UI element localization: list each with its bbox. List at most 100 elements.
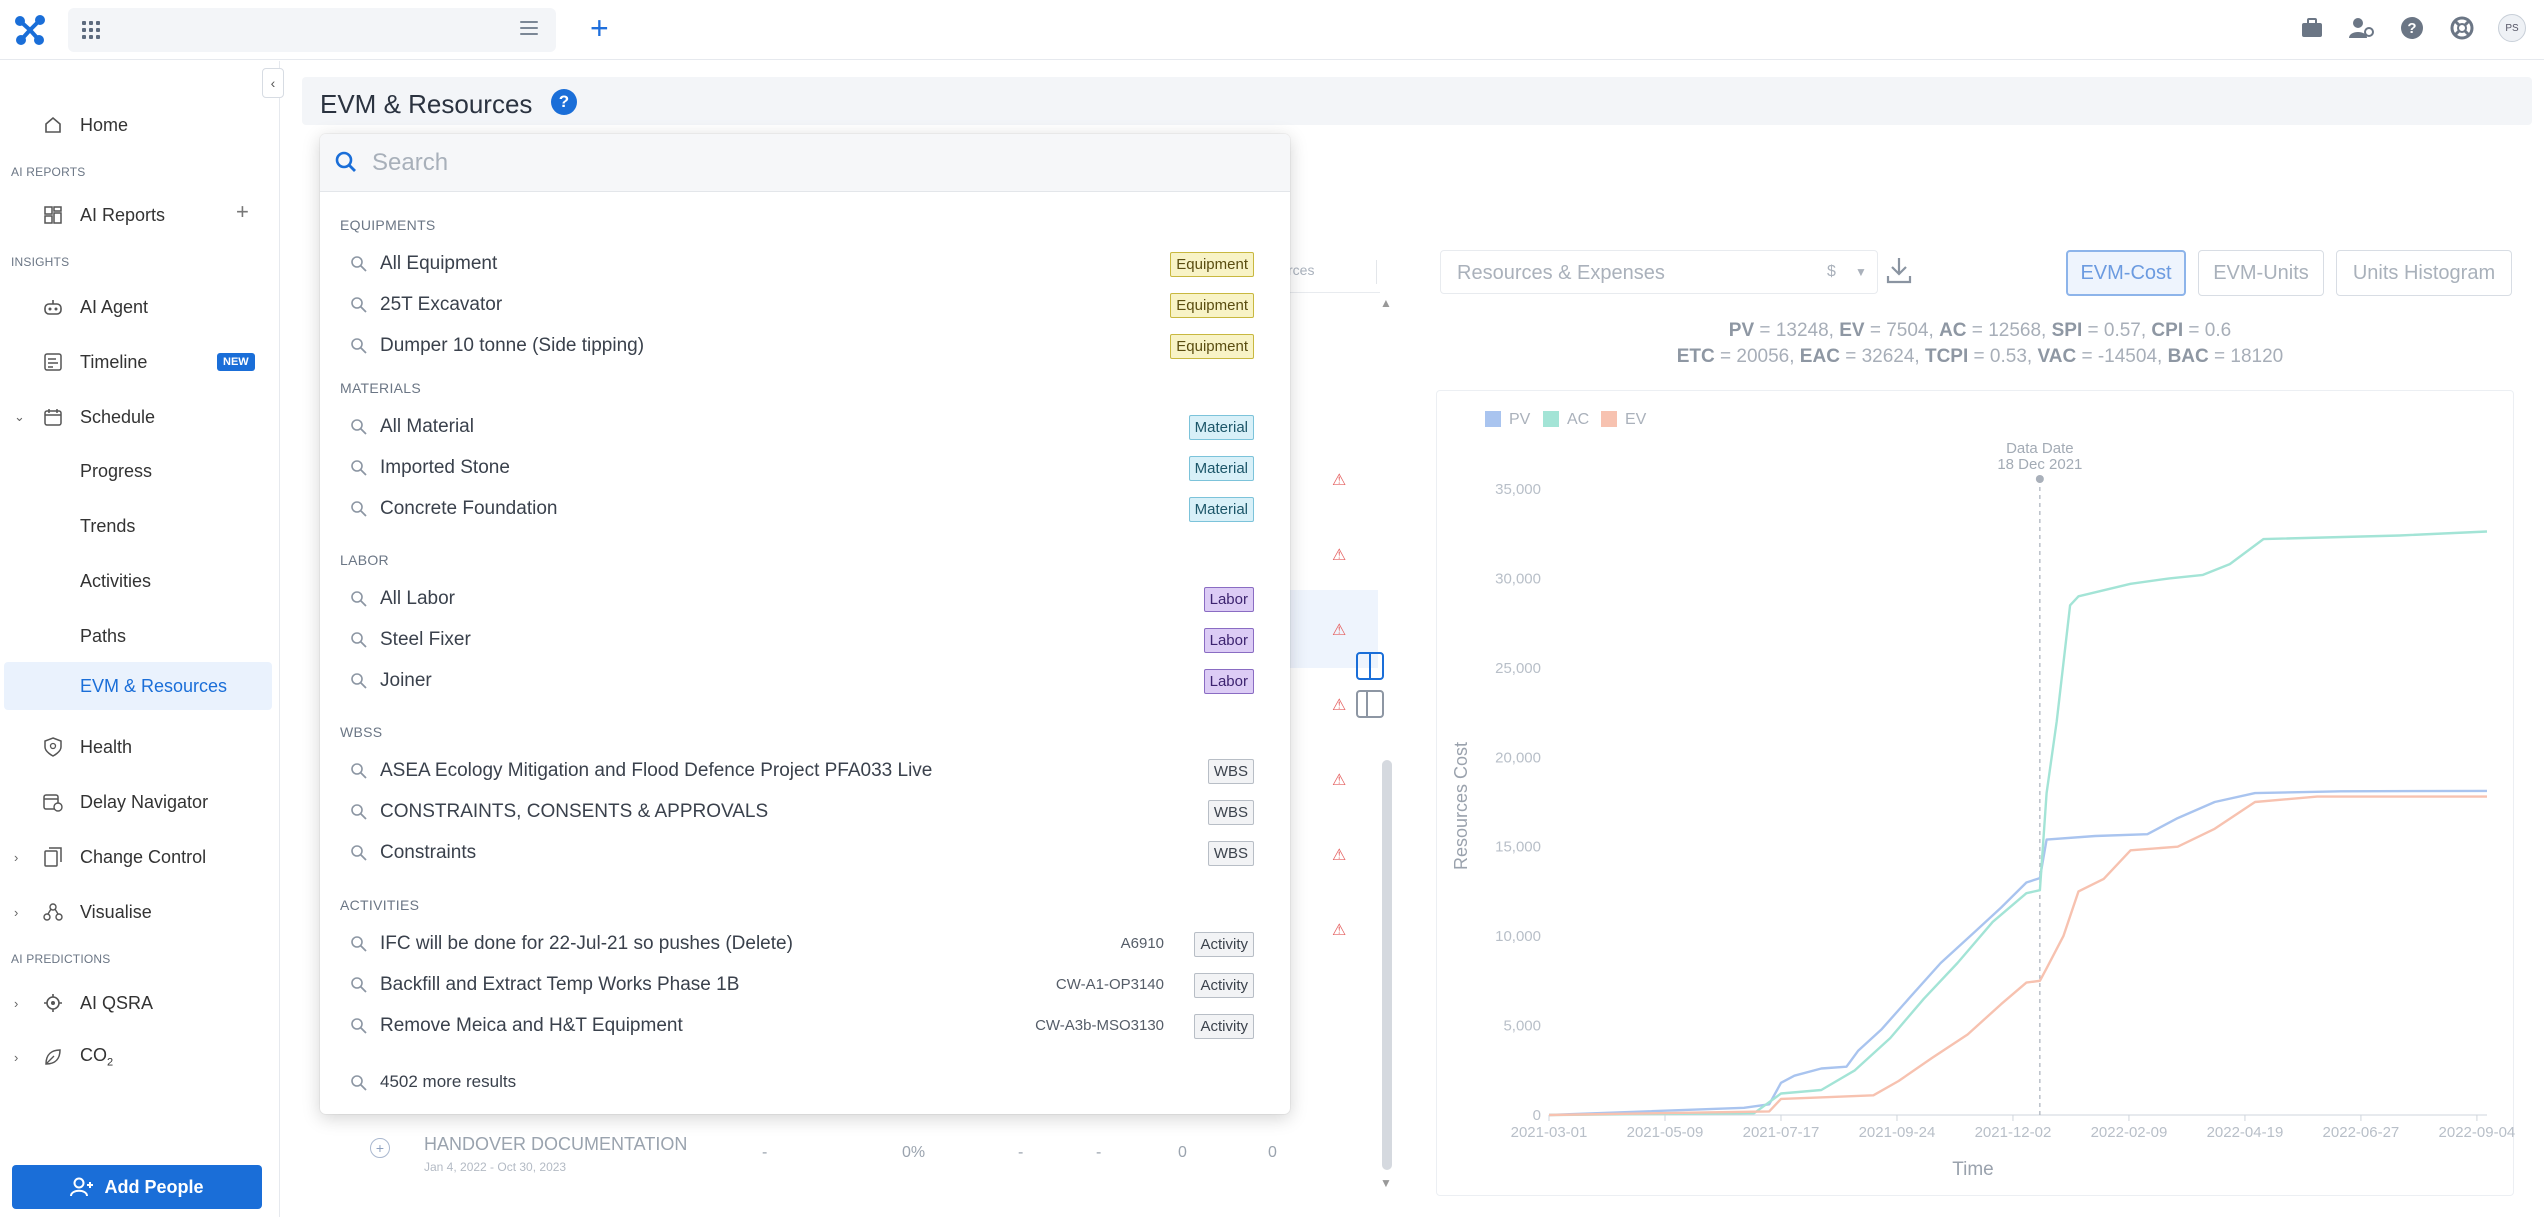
sidebar-item-health[interactable]: Health	[0, 725, 272, 769]
results-group-label-materials: MATERIALS	[340, 380, 422, 396]
search-result-item[interactable]: All Labor Labor	[320, 580, 1290, 620]
split-view-icon[interactable]	[1356, 652, 1384, 680]
warning-icon: ⚠	[1332, 847, 1347, 864]
search-result-item[interactable]: Dumper 10 tonne (Side tipping) Equipment	[320, 327, 1290, 367]
chevron-down-icon[interactable]: ⌄	[14, 409, 25, 424]
search-result-label: 25T Excavator	[380, 294, 503, 315]
sidebar-item-trends[interactable]: Trends	[80, 515, 136, 536]
tab-evm-cost[interactable]: EVM-Cost	[2066, 250, 2186, 296]
sidebar-item-progress[interactable]: Progress	[80, 460, 153, 481]
robot-icon	[42, 296, 64, 318]
results-group-label-labor: LABOR	[340, 552, 389, 568]
scroll-down-arrow-icon[interactable]: ▼	[1380, 1176, 1392, 1190]
support-lifebuoy-icon[interactable]	[2448, 14, 2476, 42]
sidebar-item-visualise[interactable]: › Visualise	[14, 901, 152, 922]
avatar[interactable]: PS	[2498, 14, 2526, 42]
sidebar-item-paths[interactable]: Paths	[80, 625, 127, 646]
table-row[interactable]: + HANDOVER DOCUMENTATION Jan 4, 2022 - O…	[370, 1130, 1370, 1180]
more-results-link[interactable]: 4502 more results	[320, 1064, 1290, 1104]
page-header: EVM & Resources ?	[302, 77, 2532, 125]
sidebar-item-ai-qsra[interactable]: › AI QSRA	[14, 992, 154, 1013]
result-type-tag: Equipment	[1170, 293, 1254, 318]
sidebar-item-ai-reports[interactable]: AI Reports +	[0, 193, 272, 237]
apps-grid-icon[interactable]	[82, 21, 100, 39]
search-input[interactable]	[372, 144, 1252, 182]
sidebar-item-timeline[interactable]: Timeline NEW	[0, 340, 272, 384]
search-result-item[interactable]: Concrete Foundation Material	[320, 490, 1290, 530]
sidebar-item-home[interactable]: Home	[0, 103, 272, 147]
search-icon	[350, 935, 368, 953]
download-icon[interactable]	[1886, 256, 1912, 284]
tab-evm-units[interactable]: EVM-Units	[2198, 250, 2324, 296]
menu-list-icon[interactable]	[520, 21, 538, 37]
search-result-item[interactable]: All Equipment Equipment	[320, 245, 1290, 285]
table-scrollbar[interactable]	[1382, 760, 1392, 1170]
help-button[interactable]: ?	[551, 89, 577, 115]
add-people-label: Add People	[104, 1176, 204, 1197]
tab-units-histogram[interactable]: Units Histogram	[2336, 250, 2512, 296]
project-switcher[interactable]	[68, 8, 556, 52]
user-settings-icon[interactable]	[2348, 14, 2376, 42]
sidebar-item-ai-agent[interactable]: AI Agent	[0, 285, 272, 329]
documents-icon	[42, 846, 64, 868]
search-result-item[interactable]: 25T Excavator Equipment	[320, 286, 1290, 326]
briefcase-icon[interactable]	[2298, 14, 2326, 42]
scroll-up-arrow-icon[interactable]: ▲	[1380, 296, 1392, 310]
sidebar: Home AI REPORTS AI Reports + INSIGHTS AI…	[0, 61, 280, 1217]
search-result-item[interactable]: Joiner Labor	[320, 662, 1290, 702]
evm-chart: 0 5,000 10,000 15,000 20,000 25,000 30,000 35,0…	[1436, 390, 2515, 1196]
add-plus-icon[interactable]: +	[590, 10, 609, 46]
resource-select[interactable]: Resources & Expenses $ ▼	[1440, 250, 1878, 294]
sidebar-item-schedule[interactable]: ⌄ Schedule	[14, 406, 156, 428]
section-label-ai-reports: AI REPORTS	[11, 165, 86, 179]
table-column-header: rces	[1288, 262, 1315, 278]
search-result-item[interactable]: All Material Material	[320, 408, 1290, 448]
chevron-right-icon[interactable]: ›	[14, 904, 19, 920]
metric-value: 0.6	[2204, 320, 2232, 341]
search-result-item[interactable]: Steel Fixer Labor	[320, 621, 1290, 661]
metric-value: -14504	[2097, 346, 2158, 367]
metric-value: 18120	[2230, 346, 2284, 367]
metric-key: VAC	[2037, 346, 2077, 367]
collapse-sidebar-button[interactable]: ‹	[262, 68, 284, 98]
chevron-right-icon[interactable]: ›	[14, 1049, 19, 1065]
expand-row-icon[interactable]: +	[370, 1138, 390, 1158]
search-result-item[interactable]: Remove Meica and H&T Equipment CW-A3b-MSO…	[320, 1007, 1290, 1047]
warning-icon: ⚠	[1332, 472, 1347, 489]
search-result-label: Steel Fixer	[380, 629, 471, 650]
result-type-tag: Equipment	[1170, 334, 1254, 359]
calendar-icon	[42, 406, 64, 428]
search-icon	[350, 500, 368, 518]
search-result-item[interactable]: CONSTRAINTS, CONSENTS & APPROVALS WBS	[320, 793, 1290, 833]
panel-view-icon[interactable]	[1356, 690, 1384, 718]
search-icon	[350, 672, 368, 690]
sidebar-item-evm-resources[interactable]: EVM & Resources	[4, 662, 272, 710]
timeline-icon	[42, 351, 64, 373]
search-result-label: IFC will be done for 22-Jul-21 so pushes…	[380, 933, 793, 954]
search-result-item[interactable]: ASEA Ecology Mitigation and Flood Defenc…	[320, 752, 1290, 792]
section-label-insights: INSIGHTS	[11, 255, 70, 269]
metric-value: 13248	[1775, 320, 1829, 341]
add-people-button[interactable]: Add People	[12, 1165, 262, 1209]
chevron-right-icon[interactable]: ›	[14, 849, 19, 865]
sidebar-item-change-control[interactable]: › Change Control	[14, 846, 207, 868]
search-icon	[350, 1017, 368, 1035]
search-result-item[interactable]: Constraints WBS	[320, 834, 1290, 874]
help-icon[interactable]: ?	[2398, 14, 2426, 42]
search-result-item[interactable]: Backfill and Extract Temp Works Phase 1B…	[320, 966, 1290, 1006]
new-badge: NEW	[217, 353, 255, 371]
chevron-right-icon[interactable]: ›	[14, 995, 19, 1011]
sidebar-item-activities[interactable]: Activities	[80, 570, 152, 591]
y-tick-label: 30,000	[1495, 570, 1541, 587]
legend-swatch-ev	[1601, 411, 1617, 427]
sidebar-item-delay-navigator[interactable]: Delay Navigator	[0, 780, 272, 824]
page-title: EVM & Resources	[320, 89, 533, 119]
search-result-item[interactable]: Imported Stone Material	[320, 449, 1290, 489]
warning-icon: ⚠	[1332, 772, 1347, 789]
app-logo-icon[interactable]	[12, 12, 48, 48]
sidebar-item-co2[interactable]: › CO2	[0, 1035, 272, 1079]
add-report-plus-icon[interactable]: +	[236, 199, 249, 224]
search-result-item[interactable]: IFC will be done for 22-Jul-21 so pushes…	[320, 925, 1290, 965]
result-type-tag: Labor	[1203, 587, 1254, 612]
search-result-label: CONSTRAINTS, CONSENTS & APPROVALS	[380, 801, 769, 822]
